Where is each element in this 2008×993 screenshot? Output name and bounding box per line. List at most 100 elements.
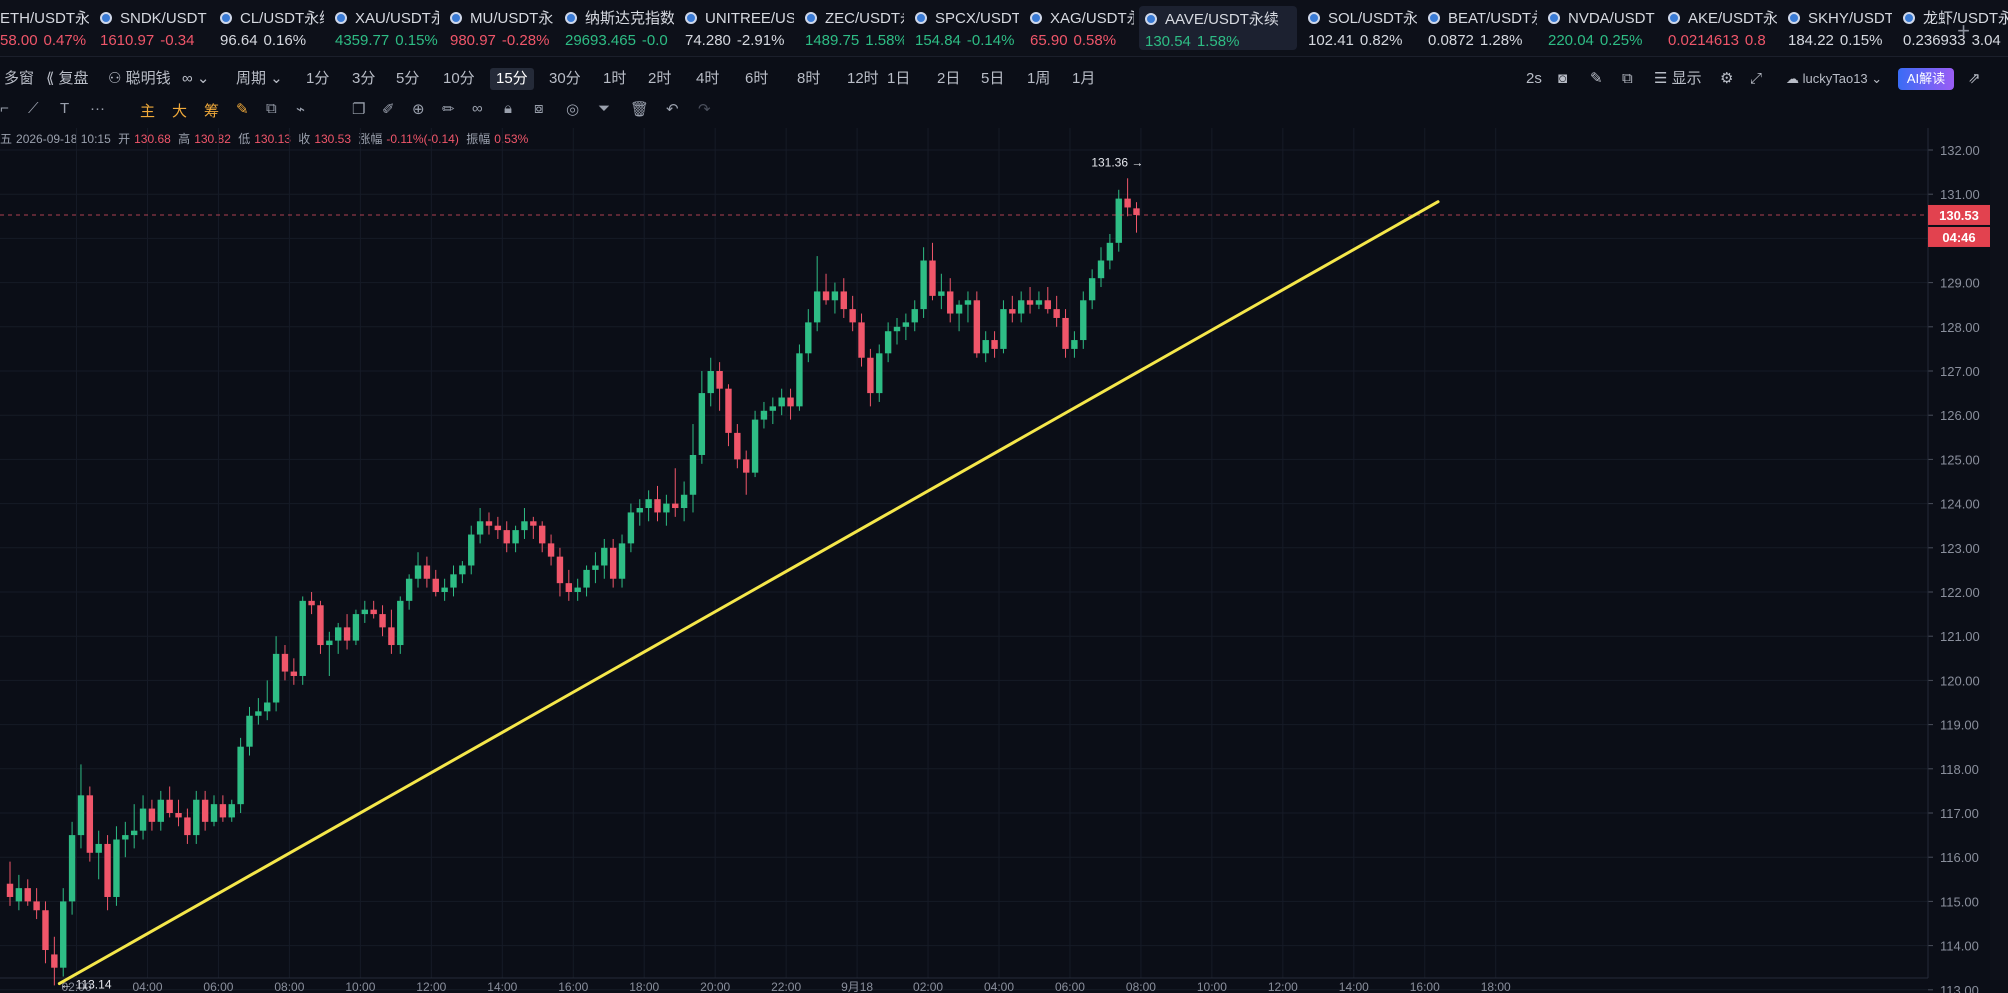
ticker-symbol-label: AKE/USDT永: [1688, 10, 1777, 27]
visibility-icon[interactable]: ◎: [566, 101, 580, 118]
share-icon[interactable]: ⇗: [1968, 70, 1981, 87]
magnet-icon[interactable]: ∞: [472, 100, 483, 117]
add-ticker-button[interactable]: +: [1957, 18, 1970, 43]
period-option[interactable]: 1周: [1027, 70, 1051, 87]
refresh-interval[interactable]: 2s: [1526, 70, 1542, 87]
indicator-icon: ∞: [182, 70, 193, 87]
period-option[interactable]: 4时: [696, 70, 720, 87]
trash-icon[interactable]: 🗑︎: [630, 101, 650, 118]
settings-icon[interactable]: ⚙: [1720, 70, 1734, 87]
ohlc-prefix: 五: [0, 132, 13, 146]
chips-button[interactable]: 筹: [204, 103, 220, 120]
ticker-item[interactable]: BEAT/USDT永 0.0872 1.28%: [1422, 0, 1537, 56]
smart-money-button[interactable]: ⚇ 聪明钱: [108, 70, 171, 87]
period-option[interactable]: 1日: [887, 70, 911, 87]
user-menu[interactable]: ☁ luckyTao13 ⌄: [1786, 71, 1883, 86]
period-option[interactable]: 30分: [549, 70, 581, 87]
period-option[interactable]: 5日: [981, 70, 1005, 87]
fullscreen-icon[interactable]: ⤢: [1750, 70, 1763, 87]
period-option[interactable]: 15分: [490, 68, 534, 90]
ticker-values: 74.280 -2.91%: [685, 30, 788, 52]
ticker-symbol: 龙虾/USDT永: [1903, 8, 2008, 30]
period-option[interactable]: 12时: [847, 70, 879, 87]
display-button[interactable]: ☰ 显示: [1654, 70, 1702, 87]
coin-icon: [450, 12, 462, 24]
ticker-item[interactable]: ZEC/USDT永 1489.75 1.58%: [799, 0, 904, 56]
candle-body: [432, 578, 439, 592]
draw-edit-icon[interactable]: ✎: [236, 101, 249, 118]
x-tick-label: 12:00: [416, 980, 446, 993]
period-option[interactable]: 1时: [603, 70, 627, 87]
candle-body: [343, 627, 351, 641]
period-option[interactable]: 2日: [937, 70, 961, 87]
ticker-item[interactable]: SOL/USDT永 102.41 0.82%: [1302, 0, 1417, 56]
candle-body: [468, 534, 475, 566]
line-tool-icon[interactable]: ⟋: [28, 100, 39, 117]
camera-icon[interactable]: ◙: [1558, 70, 1568, 87]
ticker-symbol-label: 纳斯达克指数...: [585, 10, 674, 27]
ticker-change: 0.15%: [1839, 32, 1883, 49]
ticker-item[interactable]: 纳斯达克指数... 29693.465 -0.0: [559, 0, 674, 56]
period-dropdown[interactable]: 周期 ⌄: [236, 70, 283, 87]
ticker-item[interactable]: AAVE/USDT永续 130.54 1.58%: [1139, 6, 1297, 50]
low-marker-label: ← 113.14: [60, 978, 111, 992]
ticker-item[interactable]: SPCX/USDT 154.84 -0.14%: [909, 0, 1019, 56]
more-tools-icon[interactable]: ···: [90, 100, 105, 117]
coin-icon: [805, 12, 817, 24]
ticker-item[interactable]: AKE/USDT永 0.0214613 0.8: [1662, 0, 1777, 56]
ruler-icon[interactable]: ✐: [382, 101, 395, 118]
indicator-button[interactable]: ∞ ⌄: [182, 70, 210, 87]
ticker-change: -0.28%: [501, 32, 550, 49]
brush-icon[interactable]: ⌁: [296, 101, 306, 118]
y-tick-label: 122.00: [1940, 585, 1980, 600]
ticker-item[interactable]: 龙虾/USDT永 0.236933 3.04: [1897, 0, 2008, 56]
ticker-values: 0.236933 3.04: [1903, 30, 2006, 52]
coin-icon: [1668, 12, 1680, 24]
window-icon[interactable]: ⧉: [1622, 70, 1633, 87]
period-option[interactable]: 8时: [797, 70, 821, 87]
big-order-button[interactable]: 大: [172, 103, 188, 120]
trendline[interactable]: [57, 200, 1440, 986]
period-option[interactable]: 1分: [306, 70, 330, 87]
ticker-symbol-label: MU/USDT永: [470, 10, 554, 27]
lock-icon[interactable]: 🔒︎: [504, 100, 512, 117]
ticker-item[interactable]: MU/USDT永 980.97 -0.28%: [444, 0, 554, 56]
ticker-values: 0.0872 1.28%: [1428, 30, 1531, 52]
zoom-icon[interactable]: ⊕: [412, 101, 425, 118]
marker-icon[interactable]: ✏: [442, 101, 455, 118]
text-tool-icon[interactable]: T: [60, 100, 70, 117]
filter-icon[interactable]: ⏷: [598, 100, 611, 117]
candle-body: [201, 799, 209, 822]
period-option[interactable]: 1月: [1072, 70, 1096, 87]
ticker-item[interactable]: CL/USDT永续 96.64 0.16%: [214, 0, 324, 56]
period-option[interactable]: 3分: [352, 70, 376, 87]
redo-icon[interactable]: ↷: [698, 101, 711, 118]
ticker-symbol-label: SPCX/USDT: [935, 10, 1019, 27]
main-indicator-button[interactable]: 主: [140, 103, 156, 120]
ticker-item[interactable]: NVDA/USDT 220.04 0.25%: [1542, 0, 1657, 56]
ticker-item[interactable]: UNITREE/US 74.280 -2.91%: [679, 0, 794, 56]
period-option[interactable]: 2时: [648, 70, 672, 87]
multi-window-button[interactable]: 多窗: [4, 70, 35, 87]
ticker-item[interactable]: SNDK/USDT 1610.97 -0.34: [94, 0, 209, 56]
ticker-item[interactable]: XAG/USDT永 65.90 0.58%: [1024, 0, 1134, 56]
cursor-icon[interactable]: ⌐: [0, 100, 9, 117]
period-option[interactable]: 5分: [396, 70, 420, 87]
ticker-item[interactable]: XAU/USDT永 4359.77 0.15%: [329, 0, 439, 56]
template-icon[interactable]: ⧇: [534, 100, 544, 117]
period-option[interactable]: 6时: [745, 70, 769, 87]
candle-body: [352, 614, 360, 641]
ticker-price: 102.41: [1308, 32, 1354, 49]
ticker-item[interactable]: SKHY/USDT 184.22 0.15%: [1782, 0, 1892, 56]
candle-body: [751, 419, 759, 473]
ai-interpret-button[interactable]: AI解读: [1898, 68, 1954, 90]
undo-icon[interactable]: ↶: [666, 101, 679, 118]
pen-icon[interactable]: ✎: [1590, 70, 1603, 87]
replay-button[interactable]: ⟪ 复盘: [46, 70, 89, 87]
candle-body: [973, 300, 981, 354]
ticker-item[interactable]: ETH/USDT永 58.00 0.47%: [0, 0, 89, 56]
period-option[interactable]: 10分: [443, 70, 475, 87]
duplicate-icon[interactable]: ❐: [352, 101, 366, 118]
copy-icon[interactable]: ⧉: [266, 100, 277, 117]
